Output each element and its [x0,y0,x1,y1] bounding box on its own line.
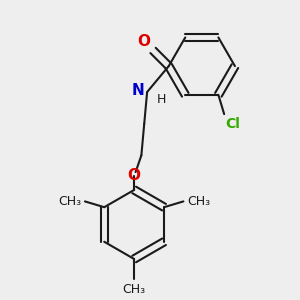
Text: H: H [157,93,167,106]
Text: CH₃: CH₃ [123,283,146,296]
Text: N: N [131,83,144,98]
Text: Cl: Cl [226,117,241,131]
Text: O: O [128,168,141,183]
Text: CH₃: CH₃ [187,195,210,208]
Text: O: O [138,34,151,49]
Text: CH₃: CH₃ [58,195,82,208]
